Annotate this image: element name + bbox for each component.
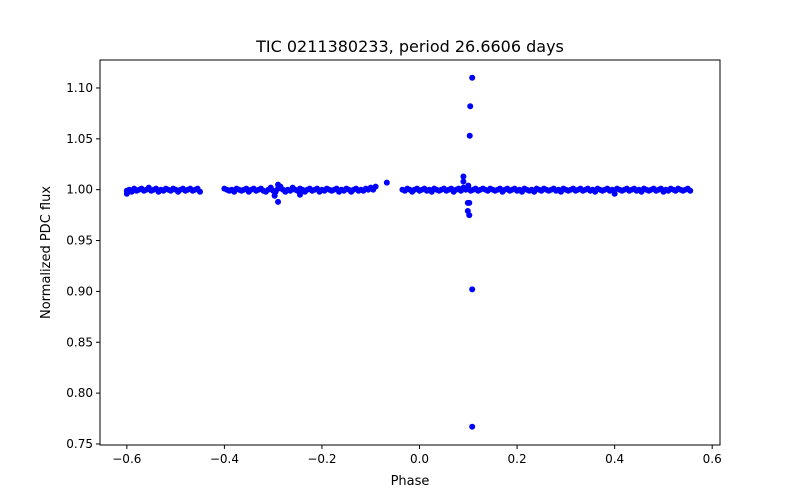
outlier-point <box>466 199 473 206</box>
y-axis-ticks: 0.75 0.80 0.85 0.90 0.95 1.00 1.05 1.10 <box>66 81 100 451</box>
y-tick-label: 0.90 <box>66 284 93 298</box>
x-axis-ticks: −0.6 −0.4 −0.2 0.0 0.2 0.4 0.6 <box>112 445 722 466</box>
outlier-point <box>466 212 473 219</box>
outlier-point <box>469 74 476 81</box>
x-tick-label: −0.4 <box>210 452 239 466</box>
outlier-point <box>123 190 130 197</box>
y-tick-label: 1.05 <box>66 132 93 146</box>
y-axis-label: Normalized PDC flux <box>39 186 54 319</box>
x-tick-label: −0.2 <box>307 452 336 466</box>
data-point <box>611 190 618 197</box>
outlier-point <box>297 191 303 198</box>
x-tick-label: 0.6 <box>703 452 722 466</box>
data-points <box>123 74 694 430</box>
outlier-point <box>271 192 278 199</box>
outlier-point <box>383 179 390 186</box>
x-axis-label: Phase <box>391 474 430 489</box>
x-tick-label: 0.0 <box>410 452 429 466</box>
chart-title: TIC 0211380233, period 26.6606 days <box>255 37 564 56</box>
outlier-point <box>469 286 476 293</box>
y-tick-label: 1.00 <box>66 183 93 197</box>
outlier-point <box>467 103 474 110</box>
x-tick-label: 0.2 <box>508 452 527 466</box>
outlier-point <box>469 423 476 430</box>
outlier-point <box>466 132 473 139</box>
plot-area-frame <box>99 59 721 446</box>
outlier-point <box>460 173 467 180</box>
outlier-point <box>275 198 282 205</box>
data-point <box>372 183 379 190</box>
y-tick-label: 0.85 <box>66 335 93 349</box>
y-tick-label: 1.10 <box>66 81 93 95</box>
data-point <box>687 187 694 194</box>
x-tick-label: −0.6 <box>112 452 141 466</box>
outlier-point <box>465 182 472 189</box>
y-tick-label: 0.95 <box>66 234 93 248</box>
y-tick-label: 0.75 <box>66 437 93 451</box>
outlier-point <box>275 181 282 188</box>
y-tick-label: 0.80 <box>66 386 93 400</box>
outlier-point <box>460 178 467 185</box>
data-point <box>197 188 203 195</box>
x-tick-label: 0.4 <box>605 452 624 466</box>
